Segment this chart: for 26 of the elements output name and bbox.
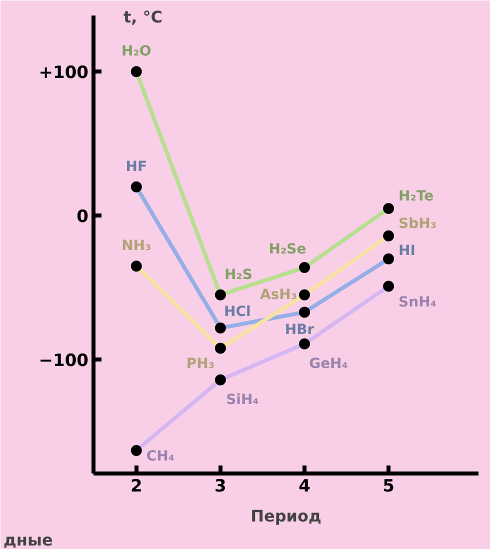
annotation: HI [398,242,416,259]
annotation: NH₃ [122,238,152,254]
annotation: PH₃ [186,356,214,372]
annotation: AsH₃ [260,286,298,303]
y-tick-label: 0 [76,207,89,228]
y-tick-label: +100 [38,63,89,84]
y-axis-title: t, °C [124,8,163,26]
y-tick-label: −100 [38,351,89,372]
annotation: GeH₄ [309,356,348,372]
x-tick-label: 2 [130,476,142,496]
x-axis-title: Период [250,506,322,526]
annotation: HF [126,158,148,175]
annotation: SbH₃ [398,216,437,232]
x-tick-label: 4 [298,476,311,496]
annotation: H₂Te [398,188,434,204]
annotation: H₂S [224,266,252,283]
annotation: SnH₄ [398,294,436,310]
annotation: H₂O [121,44,152,60]
annotation: CH₄ [146,448,174,464]
x-tick-label: 5 [382,476,394,496]
annotation: H₂Se [268,242,306,258]
annotation: HBr [284,322,314,338]
annotation: SiH₄ [226,392,259,408]
text: дные [4,530,53,549]
annotation: HCl [224,304,251,320]
x-tick-label: 3 [214,476,226,496]
